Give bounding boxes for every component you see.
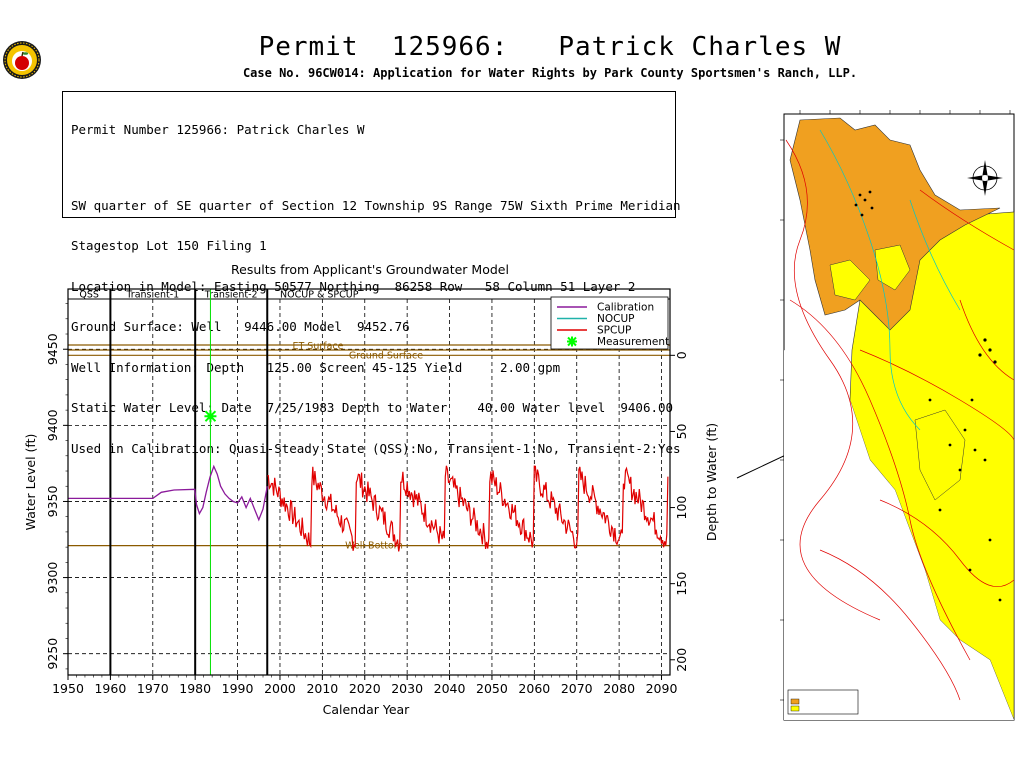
- reference-line-label: Well Bottom: [345, 541, 403, 552]
- right-tick-label: 100: [674, 496, 689, 520]
- info-subdivision: Stagestop Lot 150 Filing 1: [71, 238, 267, 253]
- right-tick-label: 0: [674, 351, 689, 359]
- y-tick-label: 9400: [45, 409, 60, 441]
- right-tick-label: 150: [674, 572, 689, 596]
- model-domain-map: [780, 110, 1015, 721]
- reference-lines: ET Surface Ground Surface Well Bottom: [68, 341, 670, 552]
- spcup-series-line: [267, 465, 669, 552]
- x-tick-label: 2040: [434, 681, 466, 696]
- page-subtitle: Case No. 96CW014: Application for Water …: [242, 66, 858, 80]
- right-axis-label: Depth to Water (ft): [704, 423, 719, 541]
- y-tick-label: 9300: [45, 562, 60, 594]
- info-ground-surface: Ground Surface: Well 9446.00 Model 9452.…: [71, 319, 410, 334]
- reference-line-label: Ground Surface: [349, 350, 423, 361]
- right-tick-label: 200: [674, 648, 689, 672]
- x-tick-label: 2070: [561, 681, 593, 696]
- x-tick-label: 2080: [603, 681, 635, 696]
- legend-measurement-symbol: [567, 336, 577, 347]
- info-static-water-level: Static Water Level: Date 7/25/1983 Depth…: [71, 400, 674, 415]
- info-well-information: Well Information: Depth 125.00 Screen 45…: [71, 359, 561, 375]
- plot-border: [67, 288, 671, 676]
- x-axis-label: Calendar Year: [323, 702, 411, 717]
- y-axis-label: Water Level (ft): [23, 434, 38, 531]
- x-tick-label: 1980: [179, 681, 211, 696]
- y-tick-label: 9450: [45, 333, 60, 365]
- legend-label: NOCUP: [597, 313, 634, 325]
- colorado-apple-logo: [2, 40, 42, 80]
- legend-label: Measurement: [597, 336, 669, 348]
- period-label: QSS: [79, 290, 99, 301]
- info-permit-number: Permit Number 125966: Patrick Charles W: [71, 122, 365, 137]
- info-legal-description: SW quarter of SE quarter of Section 12 T…: [71, 197, 681, 213]
- y-tick-label: 9250: [45, 638, 60, 670]
- legend-label: Calibration: [597, 302, 654, 314]
- x-axis-ticks: 1950 1960 1970 1980 1990 2000 2010 2020 2030 2040…: [52, 675, 677, 696]
- chart-title: Results from Applicant's Groundwater Mod…: [231, 262, 509, 277]
- page-title: Permit 125966: Patrick Charles W: [258, 32, 842, 62]
- x-tick-label: 1960: [94, 681, 126, 696]
- x-tick-label: 2000: [264, 681, 296, 696]
- x-tick-label: 1990: [222, 681, 254, 696]
- calibration-series-line: [68, 464, 268, 522]
- legend-label: SPCUP: [597, 325, 631, 337]
- period-label: Transient-2: [204, 290, 258, 301]
- x-tick-label: 1950: [52, 681, 84, 696]
- x-tick-label: 2010: [306, 681, 338, 696]
- chart-grid: [67, 299, 670, 675]
- info-calibration-usage: Used in Calibration: Quasi-Steady State …: [71, 440, 681, 456]
- period-label: Transient-1: [125, 290, 179, 301]
- measurement-point-dot: [207, 413, 214, 420]
- x-tick-label: 2090: [646, 681, 678, 696]
- x-tick-label: 1970: [137, 681, 169, 696]
- x-tick-label: 2050: [476, 681, 508, 696]
- period-label: NOCUP & SPCUP: [280, 290, 359, 301]
- x-tick-label: 2060: [518, 681, 550, 696]
- reference-line-label: ET Surface: [292, 341, 343, 352]
- y-tick-label: 9350: [45, 486, 60, 518]
- right-tick-label: 50: [674, 423, 689, 439]
- x-tick-label: 2030: [391, 681, 423, 696]
- right-axis-ticks: 0 50 100 150 200: [670, 351, 689, 672]
- x-tick-label: 2020: [349, 681, 381, 696]
- plot-frame: [67, 288, 671, 676]
- chart-series: [68, 289, 669, 675]
- y-axis-ticks: 9250 9300 9350 9400 9450: [45, 303, 68, 670]
